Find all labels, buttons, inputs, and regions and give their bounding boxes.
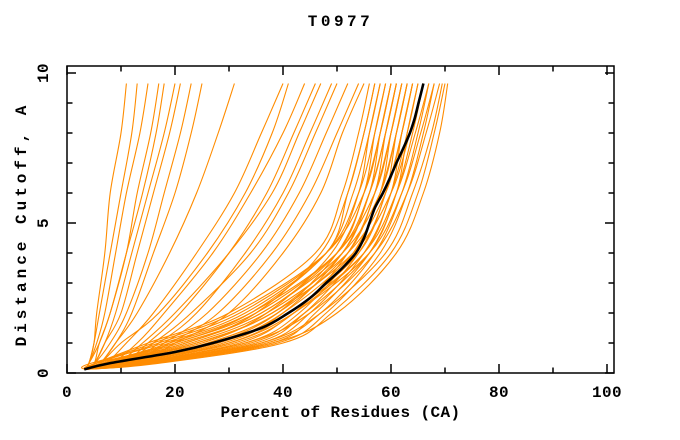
model-curve [84,83,443,370]
x-tick-label: 20 [165,384,185,402]
plot-border [66,65,615,374]
x-tick-label: 0 [62,384,72,402]
y-tick-label: 10 [35,63,53,83]
x-tick-label: 80 [489,384,509,402]
x-axis-label: Percent of Residues (CA) [220,404,461,422]
y-tick-label: 0 [35,368,53,378]
y-tick-label: 5 [35,218,53,228]
chart-title: T0977 [307,13,374,31]
x-tick-label: 60 [381,384,401,402]
model-curve [84,83,424,370]
model-curve [83,83,392,370]
y-axis-label: Distance Cutoff, A [13,101,31,347]
model-curve [84,83,403,370]
model-curve [83,83,381,370]
model-curve [84,83,449,370]
model-curve [84,83,435,370]
x-tick-label: 100 [592,384,622,402]
model-curve [84,83,446,370]
highlight-curve [83,83,425,371]
model-curve [83,83,165,370]
x-tick-label: 40 [273,384,293,402]
model-curve [84,83,435,370]
model-curve [84,83,192,370]
model-curve [84,83,441,370]
